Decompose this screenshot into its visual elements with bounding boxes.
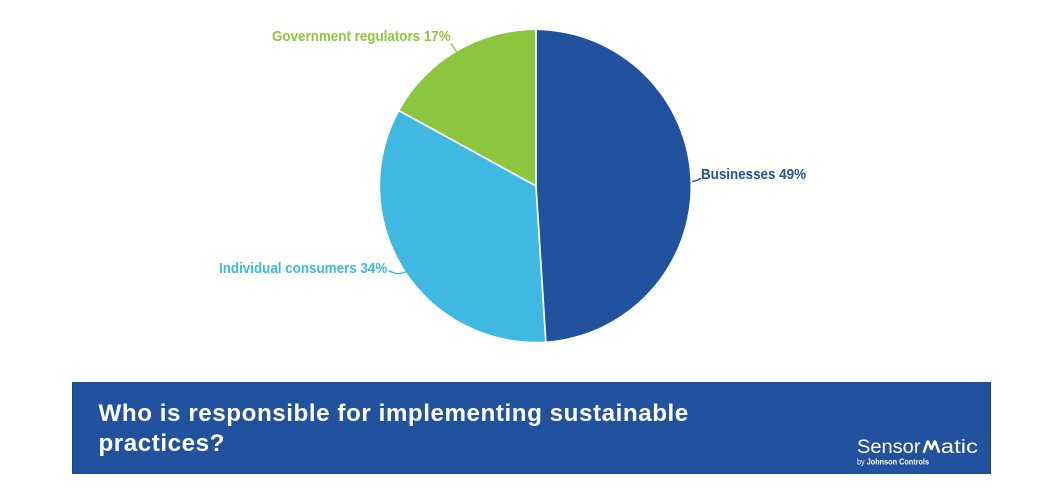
svg-text:by Johnson Controls: by Johnson Controls (857, 456, 929, 466)
svg-text:Sensor: Sensor (857, 437, 921, 458)
svg-text:atic: atic (941, 437, 978, 458)
